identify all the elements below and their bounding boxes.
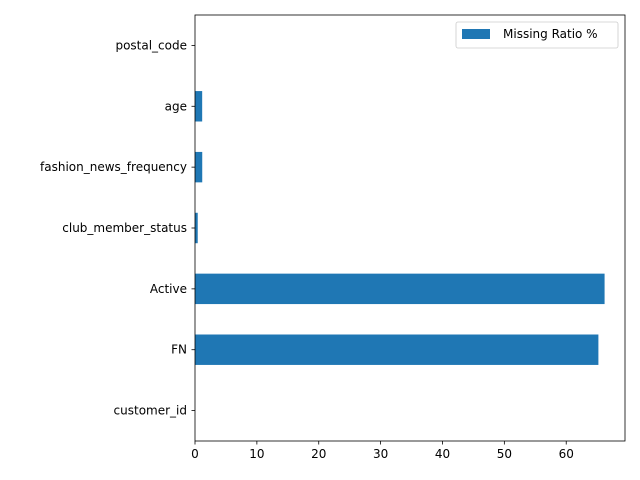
x-tick-label: 60 (559, 447, 574, 461)
x-tick-label: 40 (435, 447, 450, 461)
bar-group (195, 91, 605, 365)
x-tick-label: 0 (191, 447, 199, 461)
bar-club_member_status (195, 212, 198, 244)
y-tick-label: customer_id (114, 404, 187, 418)
y-tick-label: Active (150, 282, 187, 296)
y-tick-label: postal_code (115, 38, 187, 52)
y-tick-label: age (165, 99, 187, 113)
bar-fashion_news_frequency (195, 151, 203, 183)
x-tick-label: 30 (373, 447, 388, 461)
y-tick-label: FN (171, 343, 187, 357)
legend: Missing Ratio % (455, 21, 619, 49)
bar-age (195, 91, 203, 122)
y-axis-ticks: customer_id FN Active club_member_status fas… (40, 38, 195, 418)
x-tick-label: 50 (497, 447, 512, 461)
legend-box (455, 21, 619, 49)
y-tick-label: club_member_status (62, 221, 187, 235)
x-axis-ticks: 0 10 20 30 40 50 60 (191, 441, 574, 461)
legend-label: Missing Ratio % (503, 27, 598, 41)
y-tick-label: fashion_news_frequency (40, 160, 187, 174)
bar-Active (195, 273, 605, 305)
bar-FN (195, 334, 599, 365)
x-tick-label: 10 (249, 447, 264, 461)
x-tick-label: 20 (311, 447, 326, 461)
plot-frame (194, 14, 626, 442)
legend-swatch (462, 29, 490, 39)
